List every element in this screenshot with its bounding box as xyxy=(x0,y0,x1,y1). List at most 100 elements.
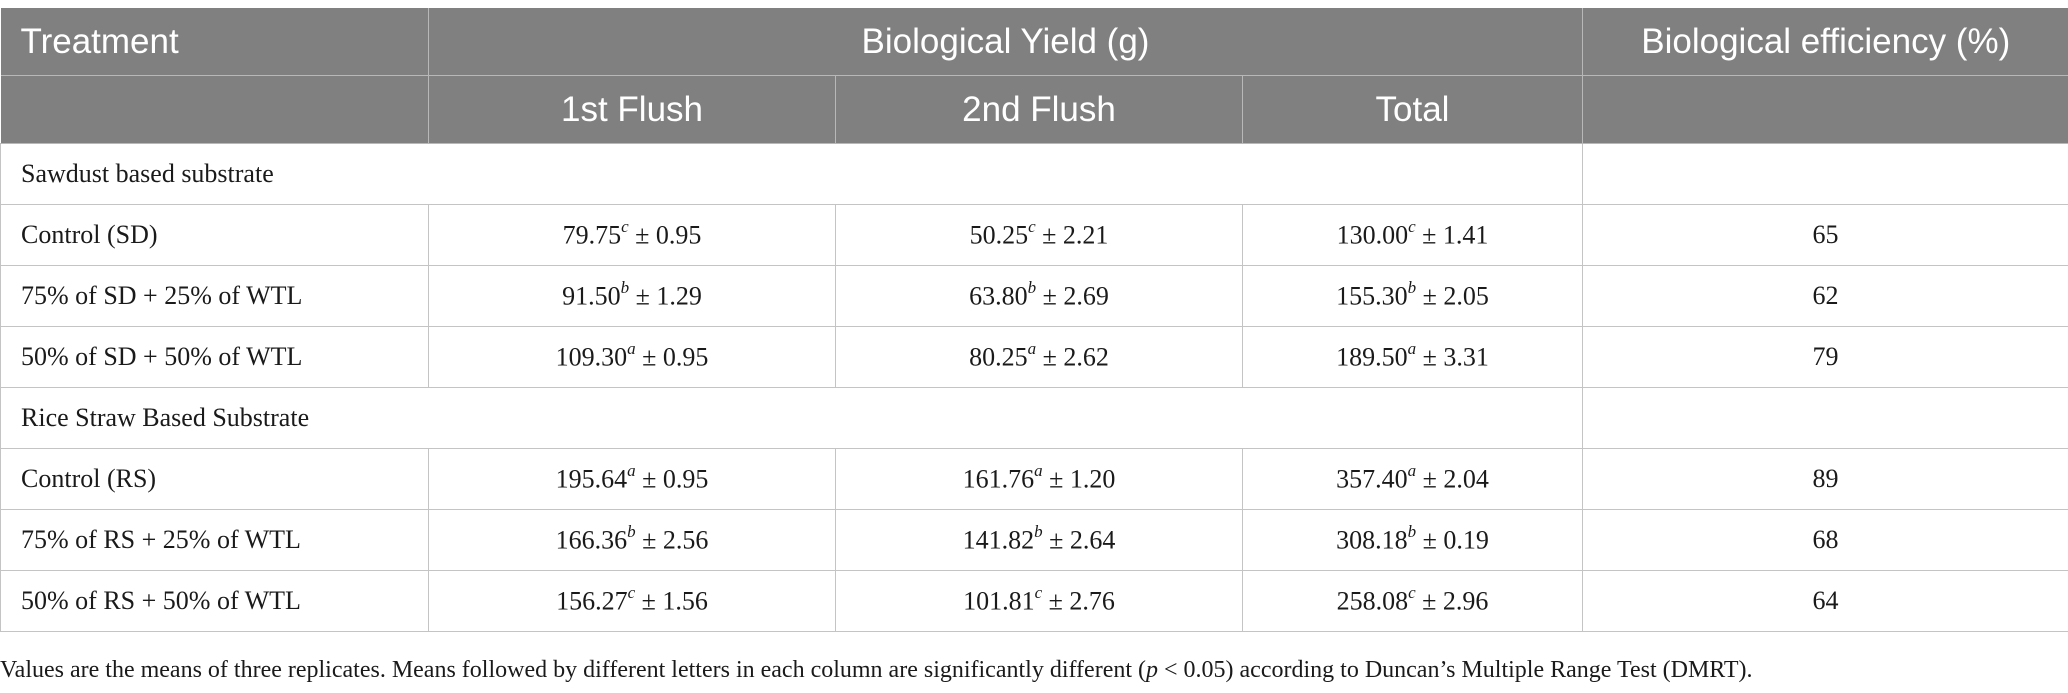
significance-letter: b xyxy=(627,522,636,542)
treatment-cell: 75% of RS + 25% of WTL xyxy=(0,509,429,571)
cell-mean: 80.25 xyxy=(969,342,1028,372)
treatment-cell: 75% of SD + 25% of WTL xyxy=(0,265,429,327)
significance-letter: c xyxy=(1408,583,1416,603)
significance-letter: a xyxy=(1034,461,1043,481)
biological-efficiency-cell: 65 xyxy=(1582,204,2068,266)
table-footnote: Values are the means of three replicates… xyxy=(0,657,2068,684)
cell-sd: ± 2.96 xyxy=(1422,586,1489,616)
significance-letter: c xyxy=(1408,217,1416,237)
cell-mean: 166.36 xyxy=(555,525,628,555)
significance-letter: a xyxy=(1407,461,1417,481)
table-row: Control (SD) 79.75c ± 0.95 50.25c ± 2.21 13… xyxy=(0,204,2068,266)
cell-mean: 357.40 xyxy=(1336,464,1408,494)
section-blank-cell xyxy=(1582,387,2068,449)
second-flush-cell: 101.81c ± 2.76 xyxy=(835,570,1243,632)
section-blank-cell xyxy=(1582,143,2068,205)
treatment-cell: Control (SD) xyxy=(0,204,429,266)
first-flush-cell: 156.27c ± 1.56 xyxy=(428,570,836,632)
first-flush-cell: 79.75c ± 0.95 xyxy=(428,204,836,266)
cell-sd: ± 0.95 xyxy=(642,464,709,494)
cell-mean: 189.50 xyxy=(1336,342,1408,372)
section-title: Rice Straw Based Substrate xyxy=(0,387,1583,449)
second-flush-cell: 80.25a ± 2.62 xyxy=(835,326,1243,388)
total-cell: 258.08c ± 2.96 xyxy=(1242,570,1583,632)
significance-letter: a xyxy=(1407,339,1417,359)
significance-letter: b xyxy=(1407,278,1417,298)
total-cell: 130.00c ± 1.41 xyxy=(1242,204,1583,266)
biological-efficiency-cell: 89 xyxy=(1582,448,2068,510)
significance-letter: c xyxy=(1028,217,1036,237)
table-row: 75% of SD + 25% of WTL 91.50b ± 1.29 63.80… xyxy=(0,265,2068,327)
cell-mean: 156.27 xyxy=(556,586,628,616)
cell-mean: 155.30 xyxy=(1336,281,1408,311)
second-flush-header: 2nd Flush xyxy=(835,75,1243,144)
cell-mean: 195.64 xyxy=(555,464,628,494)
footnote-p-symbol: p xyxy=(1146,657,1158,683)
significance-letter: c xyxy=(621,217,629,237)
cell-mean: 79.75 xyxy=(562,220,622,250)
header-row-1: Treatment Biological Yield (g) Biologica… xyxy=(0,8,2068,76)
biological-efficiency-cell: 62 xyxy=(1582,265,2068,327)
cell-sd: ± 1.20 xyxy=(1049,464,1116,494)
cell-sd: ± 0.19 xyxy=(1422,525,1489,555)
cell-sd: ± 1.56 xyxy=(641,586,708,616)
cell-sd: ± 2.04 xyxy=(1422,464,1489,494)
first-flush-cell: 195.64a ± 0.95 xyxy=(428,448,836,510)
second-flush-cell: 50.25c ± 2.21 xyxy=(835,204,1243,266)
biological-efficiency-cell: 64 xyxy=(1582,570,2068,632)
significance-letter: a xyxy=(1027,339,1037,359)
cell-sd: ± 2.56 xyxy=(642,525,709,555)
cell-mean: 130.00 xyxy=(1336,220,1409,250)
significance-letter: b xyxy=(1034,522,1043,542)
first-flush-header: 1st Flush xyxy=(428,75,836,144)
cell-sd: ± 0.95 xyxy=(642,342,709,372)
table-row: Control (RS) 195.64a ± 0.95 161.76a ± 1.20… xyxy=(0,448,2068,510)
treatment-cell: Control (RS) xyxy=(0,448,429,510)
table-header: Treatment Biological Yield (g) Biologica… xyxy=(0,8,2068,144)
biological-efficiency-cell: 79 xyxy=(1582,326,2068,388)
treatment-cell: 50% of RS + 50% of WTL xyxy=(0,570,429,632)
cell-sd: ± 2.69 xyxy=(1042,281,1109,311)
total-cell: 155.30b ± 2.05 xyxy=(1242,265,1583,327)
cell-sd: ± 0.95 xyxy=(635,220,702,250)
table-row: 75% of RS + 25% of WTL 166.36b ± 2.56 141.… xyxy=(0,509,2068,571)
treatment-cell: 50% of SD + 50% of WTL xyxy=(0,326,429,388)
first-flush-cell: 166.36b ± 2.56 xyxy=(428,509,836,571)
cell-mean: 258.08 xyxy=(1336,586,1409,616)
section-row: Sawdust based substrate xyxy=(0,143,2068,205)
cell-mean: 161.76 xyxy=(962,464,1035,494)
cell-mean: 101.81 xyxy=(963,586,1035,616)
total-cell: 189.50a ± 3.31 xyxy=(1242,326,1583,388)
cell-mean: 50.25 xyxy=(969,220,1029,250)
cell-sd: ± 2.21 xyxy=(1042,220,1109,250)
cell-mean: 308.18 xyxy=(1336,525,1408,555)
significance-letter: b xyxy=(1407,522,1417,542)
cell-sd: ± 1.41 xyxy=(1422,220,1489,250)
significance-letter: c xyxy=(1034,583,1043,603)
significance-letter: a xyxy=(627,461,636,481)
table-body: Sawdust based substrate Control (SD) 79.75… xyxy=(0,143,2068,632)
total-header: Total xyxy=(1242,75,1583,144)
cell-mean: 91.50 xyxy=(562,281,621,311)
second-flush-cell: 63.80b ± 2.69 xyxy=(835,265,1243,327)
header-row-2: 1st Flush 2nd Flush Total xyxy=(0,75,2068,144)
significance-letter: a xyxy=(627,339,636,359)
cell-mean: 109.30 xyxy=(555,342,628,372)
significance-letter: c xyxy=(627,583,636,603)
total-cell: 308.18b ± 0.19 xyxy=(1242,509,1583,571)
cell-sd: ± 2.62 xyxy=(1042,342,1109,372)
cell-sd: ± 2.76 xyxy=(1048,586,1115,616)
biological-yield-header: Biological Yield (g) xyxy=(428,8,1583,76)
cell-sd: ± 2.05 xyxy=(1422,281,1489,311)
total-cell: 357.40a ± 2.04 xyxy=(1242,448,1583,510)
significance-letter: b xyxy=(620,278,630,298)
cell-sd: ± 2.64 xyxy=(1049,525,1116,555)
cell-sd: ± 3.31 xyxy=(1422,342,1489,372)
significance-letter: b xyxy=(1027,278,1037,298)
treatment-header: Treatment xyxy=(0,8,429,76)
cell-mean: 141.82 xyxy=(962,525,1035,555)
cell-sd: ± 1.29 xyxy=(635,281,702,311)
first-flush-cell: 91.50b ± 1.29 xyxy=(428,265,836,327)
blank-header-cell xyxy=(1582,75,2068,144)
section-title: Sawdust based substrate xyxy=(0,143,1583,205)
